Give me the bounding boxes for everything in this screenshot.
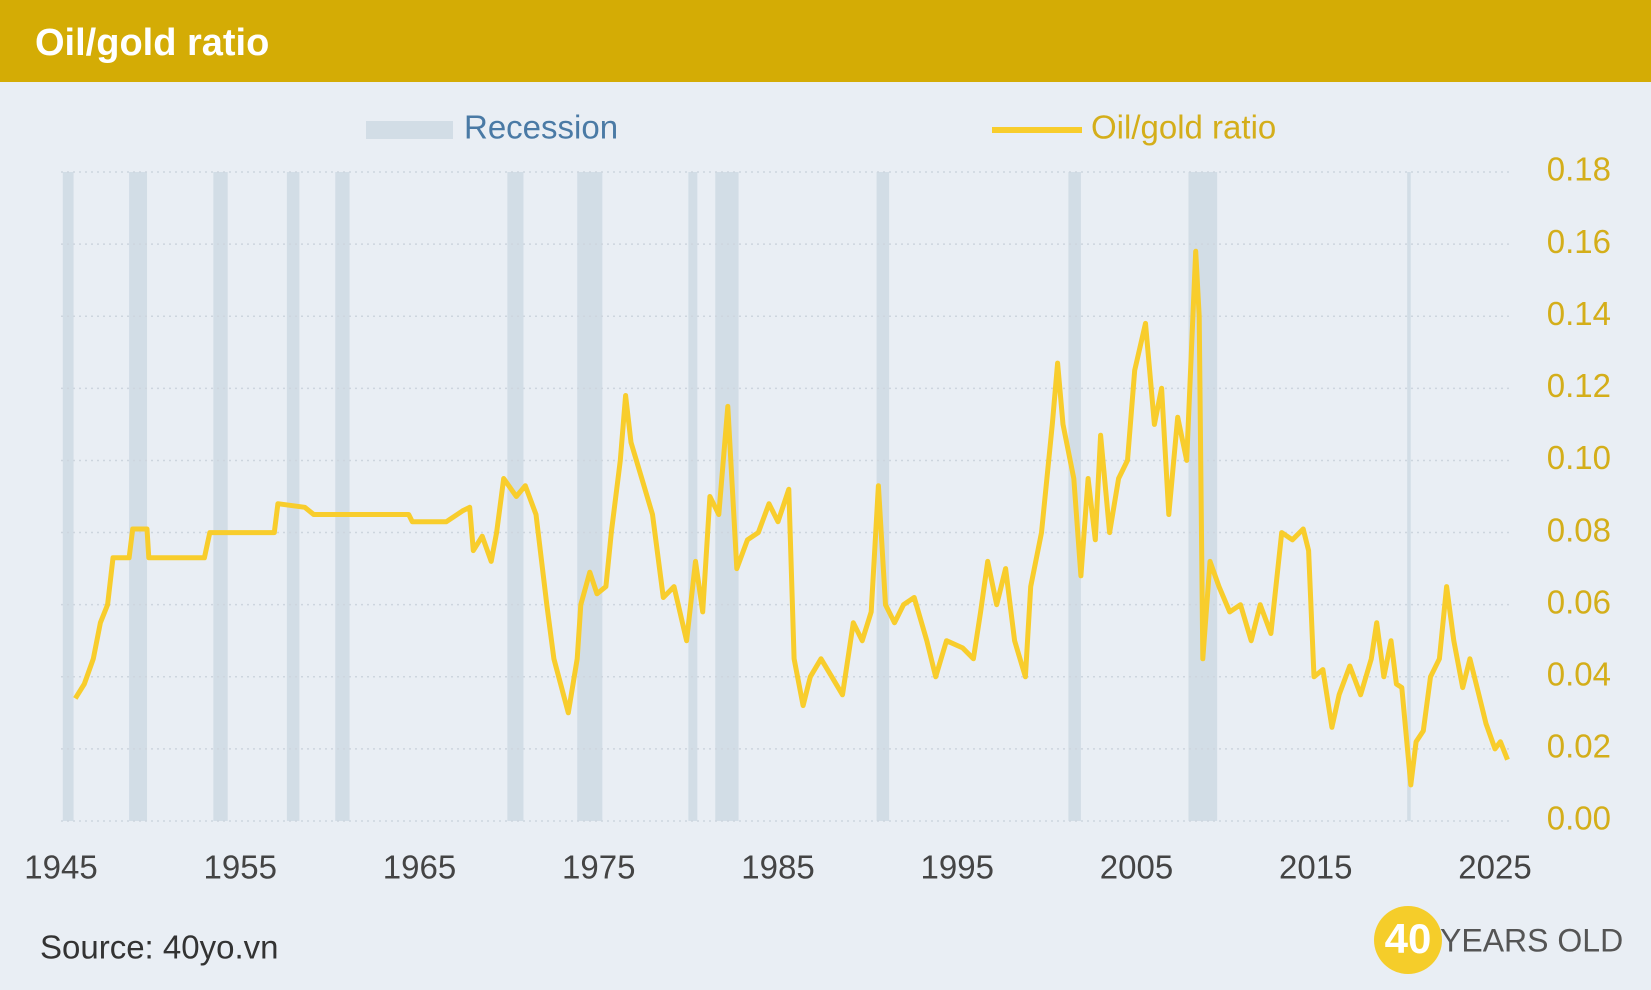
recession-band	[286, 172, 300, 821]
y-tick-label: 0.12	[1547, 367, 1611, 404]
logo-circle	[1374, 906, 1442, 974]
y-tick-label: 0.00	[1547, 800, 1611, 837]
y-tick-label: 0.08	[1547, 511, 1611, 548]
source: Source: 40yo.vn	[40, 929, 278, 966]
y-tick-label: 0.16	[1547, 223, 1611, 260]
chart-title: Oil/gold ratio	[35, 22, 269, 64]
y-tick-label: 0.14	[1547, 295, 1611, 332]
recession-band	[62, 172, 74, 821]
recession-band	[129, 172, 148, 821]
x-tick-label: 1945	[24, 849, 97, 886]
x-tick-label: 1955	[204, 849, 277, 886]
x-tick-label: 2025	[1458, 849, 1531, 886]
legend-swatch-recession	[366, 121, 453, 139]
y-tick-label: 0.02	[1547, 728, 1611, 765]
x-tick-label: 1975	[562, 849, 635, 886]
recession-band	[876, 172, 890, 821]
x-tick-label: 1995	[921, 849, 994, 886]
y-tick-label: 0.06	[1547, 583, 1611, 620]
recession-band	[213, 172, 228, 821]
logo-number: 40	[1385, 915, 1432, 962]
x-tick-label: 2005	[1100, 849, 1173, 886]
legend-label: Oil/gold ratio	[1091, 109, 1276, 146]
header-bar	[0, 0, 1651, 82]
x-tick-label: 2015	[1279, 849, 1352, 886]
x-tick-label: 1965	[383, 849, 456, 886]
recession-band	[715, 172, 739, 821]
series-line	[73, 248, 1510, 788]
y-tick-label: 0.04	[1547, 655, 1611, 692]
x-tick-label: 1985	[741, 849, 814, 886]
y-tick-label: 0.18	[1547, 151, 1611, 188]
legend-label: Recession	[464, 109, 618, 146]
recession-band	[335, 172, 350, 821]
recession-band	[577, 172, 603, 821]
logo-text: YEARS OLD	[1440, 922, 1623, 958]
y-tick-label: 0.10	[1547, 439, 1611, 476]
recession-band	[688, 172, 698, 821]
recession-band	[1407, 172, 1411, 821]
